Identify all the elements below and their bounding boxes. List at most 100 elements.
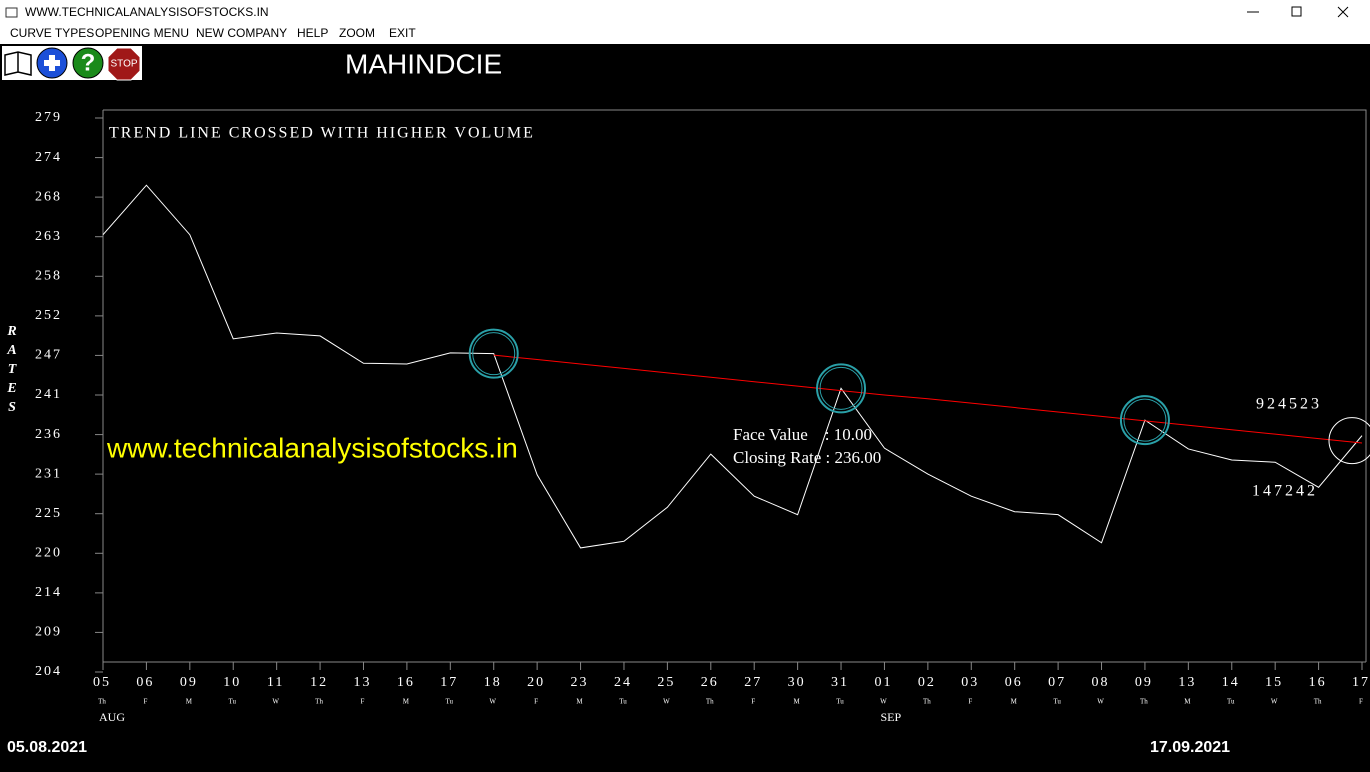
x-tick-label: 01 — [874, 675, 892, 690]
weekday-label: Th — [1314, 698, 1322, 706]
menu-bar: CURVE TYPES OPENING MENU NEW COMPANY HELP ZO… — [10, 26, 416, 40]
month-label: AUG — [99, 710, 125, 724]
x-tick-label: 17 — [440, 675, 458, 690]
weekday-label: Tu — [836, 698, 844, 706]
y-axis-label: S — [8, 400, 16, 415]
start-date: 05.08.2021 — [7, 739, 87, 756]
menu-item[interactable]: CURVE TYPES — [10, 26, 94, 40]
x-tick-label: 12 — [310, 675, 328, 690]
weekday-label: W — [1097, 698, 1104, 706]
x-tick-label: 03 — [961, 675, 979, 690]
weekday-label: Th — [1140, 698, 1148, 706]
x-tick-label: 15 — [1265, 675, 1283, 690]
x-tick-label: 18 — [484, 675, 502, 690]
crossing-marker-inner — [819, 366, 863, 410]
weekday-label: W — [663, 698, 670, 706]
watermark: www.technicalanalysisofstocks.in — [106, 432, 518, 463]
weekday-label: M — [1011, 698, 1018, 706]
weekday-label: Tu — [228, 698, 236, 706]
crossing-marker-inner — [472, 332, 516, 376]
average-volume-label: 147242 — [1252, 483, 1318, 500]
weekday-label: Th — [923, 698, 931, 706]
weekday-label: F — [534, 698, 538, 706]
weekday-label: Tu — [619, 698, 627, 706]
weekday-label: F — [968, 698, 972, 706]
x-tick-label: 31 — [831, 675, 849, 690]
y-tick-label: 247 — [35, 348, 62, 363]
menu-item[interactable]: HELP — [297, 26, 328, 40]
y-tick-label: 263 — [35, 229, 62, 244]
window-title: WWW.TECHNICALANALYSISOFSTOCKS.IN — [25, 5, 269, 19]
x-tick-label: 23 — [571, 675, 589, 690]
month-label: SEP — [880, 710, 901, 724]
restore-button[interactable] — [1291, 6, 1302, 17]
y-axis-label: E — [6, 381, 16, 396]
y-axis-label: R — [6, 324, 16, 339]
x-tick-label: 27 — [744, 675, 762, 690]
stop-icon-label: STOP — [110, 59, 137, 70]
y-tick-label: 231 — [35, 466, 62, 481]
volume-label: 924523 — [1256, 396, 1322, 413]
close-button[interactable] — [1337, 6, 1349, 18]
weekday-label: M — [1184, 698, 1191, 706]
x-tick-label: 08 — [1092, 675, 1110, 690]
x-tick-label: 13 — [1178, 675, 1196, 690]
chart-title: MAHINDCIE — [345, 48, 502, 79]
add-icon-bar — [49, 55, 55, 71]
menu-item[interactable]: ZOOM — [339, 26, 375, 40]
y-tick-label: 252 — [35, 308, 62, 323]
info-text: Face Value : 10.00 — [733, 425, 872, 444]
y-tick-label: 279 — [35, 110, 62, 125]
x-tick-label: 17 — [1352, 675, 1370, 690]
x-tick-label: 10 — [223, 675, 241, 690]
end-date: 17.09.2021 — [1150, 739, 1230, 756]
y-axis-label: A — [6, 343, 16, 358]
x-tick-label: 09 — [180, 675, 198, 690]
help-icon[interactable] — [72, 47, 104, 79]
menu-item[interactable]: OPENING MENU — [95, 26, 189, 40]
x-tick-label: 26 — [701, 675, 719, 690]
weekday-label: M — [403, 698, 410, 706]
y-tick-label: 220 — [35, 546, 62, 561]
app-icon — [5, 7, 18, 18]
x-tick-label: 02 — [918, 675, 936, 690]
weekday-label: Th — [98, 698, 106, 706]
weekday-label: W — [1271, 698, 1278, 706]
x-tick-label: 16 — [1309, 675, 1327, 690]
weekday-label: F — [751, 698, 755, 706]
y-axis-label: T — [8, 362, 18, 377]
stop-icon[interactable] — [107, 47, 141, 81]
x-tick-label: 25 — [657, 675, 675, 690]
crossing-marker-inner — [1123, 398, 1167, 442]
menu-item[interactable]: NEW COMPANY — [196, 26, 287, 40]
x-tick-label: 09 — [1135, 675, 1153, 690]
crossing-marker — [1119, 395, 1170, 446]
weekday-label: Tu — [446, 698, 454, 706]
weekday-label: W — [489, 698, 496, 706]
weekday-label: Th — [315, 698, 323, 706]
menu-item[interactable]: EXIT — [389, 26, 416, 40]
x-tick-label: 06 — [136, 675, 154, 690]
weekday-label: M — [576, 698, 583, 706]
weekday-label: Tu — [1053, 698, 1061, 706]
y-tick-label: 274 — [35, 150, 62, 165]
x-tick-label: 16 — [397, 675, 415, 690]
title-bar — [0, 0, 1370, 44]
x-tick-label: 11 — [267, 675, 284, 690]
help-icon-glyph: ? — [81, 49, 96, 76]
book-icon[interactable] — [4, 51, 32, 76]
y-tick-label: 225 — [35, 506, 62, 521]
x-tick-label: 30 — [788, 675, 806, 690]
y-tick-label: 209 — [35, 625, 62, 640]
price-line — [102, 184, 1363, 549]
weekday-label: F — [361, 698, 365, 706]
y-tick-label: 241 — [35, 387, 62, 402]
weekday-label: W — [272, 698, 279, 706]
annotation: TREND LINE CROSSED WITH HIGHER VOLUME — [109, 125, 535, 142]
volume-marker — [1328, 417, 1370, 465]
y-tick-label: 258 — [35, 269, 62, 284]
weekday-label: F — [1359, 698, 1363, 706]
crossing-marker — [816, 363, 867, 414]
info-text: Closing Rate : 236.00 — [733, 448, 881, 467]
